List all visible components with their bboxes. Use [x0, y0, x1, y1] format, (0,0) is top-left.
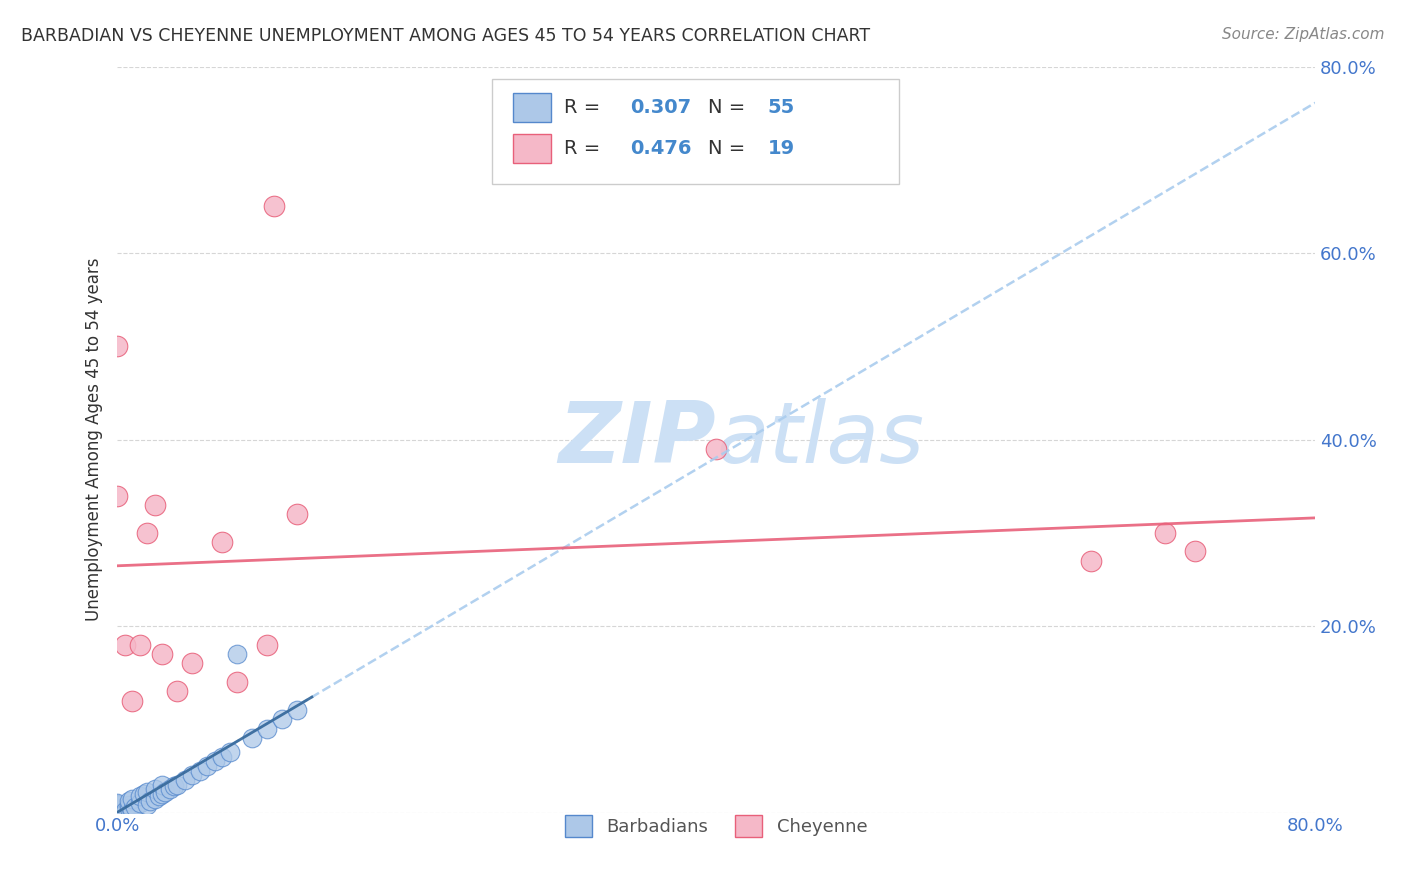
- Point: [218, 745, 240, 759]
- Text: 0.476: 0.476: [630, 139, 692, 158]
- Point: [114, 638, 136, 652]
- Point: [105, 339, 128, 353]
- Text: atlas: atlas: [716, 398, 924, 481]
- Point: [143, 498, 166, 512]
- Text: ZIP: ZIP: [558, 398, 716, 481]
- Point: [166, 778, 188, 792]
- FancyBboxPatch shape: [513, 135, 551, 163]
- Point: [105, 805, 128, 820]
- Text: N =: N =: [707, 98, 751, 117]
- Point: [136, 525, 159, 540]
- Point: [121, 694, 143, 708]
- Point: [271, 712, 294, 726]
- Point: [114, 804, 136, 818]
- Point: [105, 805, 128, 820]
- Point: [128, 638, 150, 652]
- Point: [105, 805, 128, 820]
- Point: [139, 794, 162, 808]
- Point: [105, 797, 128, 811]
- Point: [1154, 525, 1177, 540]
- Point: [114, 805, 136, 820]
- Point: [105, 802, 128, 816]
- Point: [128, 797, 150, 811]
- Point: [148, 789, 170, 803]
- Point: [256, 722, 278, 736]
- Point: [150, 647, 173, 661]
- Point: [105, 800, 128, 814]
- Point: [105, 803, 128, 817]
- Text: 19: 19: [768, 139, 794, 158]
- Point: [136, 785, 159, 799]
- Point: [105, 801, 128, 815]
- Point: [105, 805, 128, 819]
- Legend: Barbadians, Cheyenne: Barbadians, Cheyenne: [558, 808, 875, 845]
- Point: [105, 802, 128, 816]
- Point: [263, 199, 285, 213]
- Text: 0.307: 0.307: [630, 98, 692, 117]
- Point: [143, 791, 166, 805]
- Point: [118, 794, 141, 808]
- Point: [211, 749, 233, 764]
- Point: [105, 803, 128, 817]
- Point: [704, 442, 727, 456]
- Point: [240, 731, 263, 745]
- FancyBboxPatch shape: [513, 94, 551, 122]
- Point: [121, 803, 143, 817]
- Point: [1184, 544, 1206, 558]
- Point: [150, 778, 173, 792]
- Point: [118, 798, 141, 813]
- FancyBboxPatch shape: [492, 79, 900, 184]
- Point: [256, 638, 278, 652]
- Point: [204, 754, 226, 768]
- Point: [105, 798, 128, 813]
- Point: [173, 772, 195, 787]
- Point: [226, 675, 249, 690]
- Point: [153, 785, 176, 799]
- Point: [143, 782, 166, 797]
- Point: [118, 801, 141, 815]
- Point: [105, 489, 128, 503]
- Point: [195, 759, 218, 773]
- Point: [105, 797, 128, 812]
- Point: [226, 647, 249, 661]
- Point: [105, 805, 128, 820]
- Text: R =: R =: [564, 98, 606, 117]
- Point: [128, 789, 150, 803]
- Text: 55: 55: [768, 98, 794, 117]
- Text: R =: R =: [564, 139, 606, 158]
- Point: [211, 535, 233, 549]
- Point: [166, 684, 188, 698]
- Point: [121, 791, 143, 805]
- Text: N =: N =: [707, 139, 751, 158]
- Point: [181, 768, 204, 782]
- Point: [105, 805, 128, 819]
- Point: [188, 764, 211, 778]
- Point: [134, 787, 156, 801]
- Point: [163, 780, 186, 794]
- Text: Source: ZipAtlas.com: Source: ZipAtlas.com: [1222, 27, 1385, 42]
- Point: [285, 507, 308, 521]
- Point: [181, 657, 204, 671]
- Point: [105, 804, 128, 818]
- Point: [105, 799, 128, 814]
- Y-axis label: Unemployment Among Ages 45 to 54 years: Unemployment Among Ages 45 to 54 years: [86, 258, 103, 622]
- Point: [124, 800, 146, 814]
- Point: [105, 804, 128, 818]
- Point: [285, 703, 308, 717]
- Point: [159, 782, 181, 797]
- Point: [150, 787, 173, 801]
- Point: [136, 798, 159, 813]
- Point: [105, 805, 128, 820]
- Text: BARBADIAN VS CHEYENNE UNEMPLOYMENT AMONG AGES 45 TO 54 YEARS CORRELATION CHART: BARBADIAN VS CHEYENNE UNEMPLOYMENT AMONG…: [21, 27, 870, 45]
- Point: [105, 801, 128, 815]
- Point: [1080, 554, 1102, 568]
